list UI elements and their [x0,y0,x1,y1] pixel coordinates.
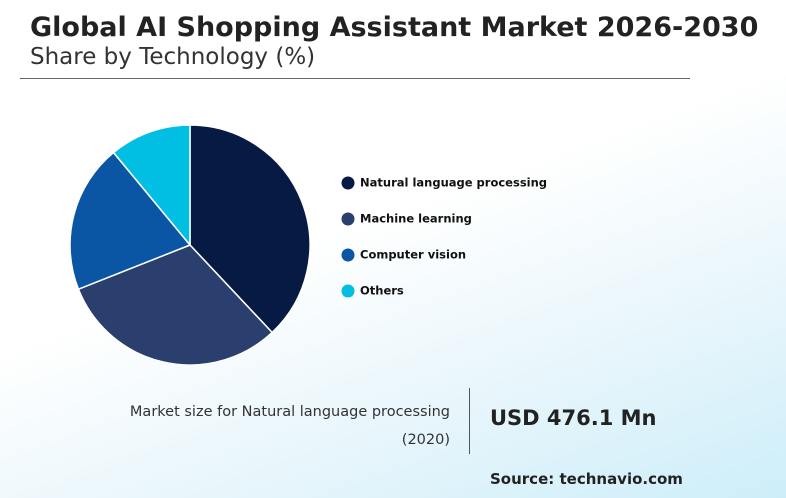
pie-slice [77,244,274,366]
legend-label: Computer vision [360,248,466,262]
market-size-value: USD 476.1 Mn [490,406,657,430]
divider [20,78,690,79]
legend-marker [341,212,355,226]
legend-marker [341,284,355,298]
chart-title: Global AI Shopping Assistant Market 2026… [30,12,759,43]
market-size-label: Market size for Natural language process… [60,398,450,454]
divider [469,388,470,454]
pie-slice [69,151,192,291]
legend-label: Machine learning [360,212,472,226]
legend-marker [341,248,355,262]
pie-slice [189,124,311,334]
chart-subtitle: Share by Technology (%) [30,44,316,70]
legend-label: Others [360,284,404,298]
source: Source: technavio.com [490,470,683,488]
pie-slice [112,124,191,248]
legend-marker [341,176,355,190]
market-size-text: Market size for Natural language process… [129,404,450,420]
market-size-year: (2020) [401,432,450,448]
legend-label: Natural language processing [360,176,547,190]
